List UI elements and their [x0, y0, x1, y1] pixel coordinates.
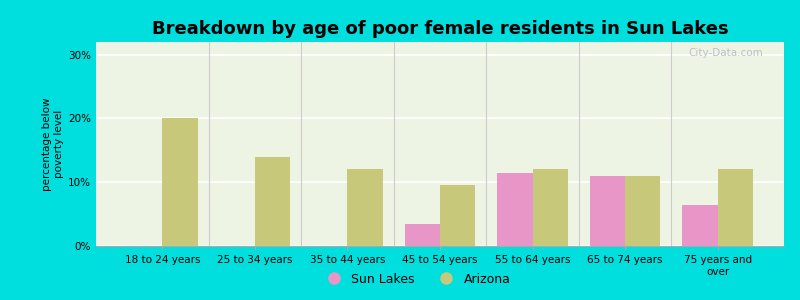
Bar	[590, 176, 625, 246]
Legend: Sun Lakes, Arizona: Sun Lakes, Arizona	[317, 268, 515, 291]
Title: Breakdown by age of poor female residents in Sun Lakes: Breakdown by age of poor female resident…	[152, 20, 728, 38]
Bar	[625, 176, 660, 246]
Bar	[533, 169, 568, 246]
Bar	[440, 185, 475, 246]
Bar	[255, 157, 290, 246]
Bar	[405, 224, 440, 246]
Y-axis label: percentage below
poverty level: percentage below poverty level	[42, 97, 64, 191]
Bar	[347, 169, 382, 246]
Bar	[498, 173, 533, 246]
Bar	[718, 169, 753, 246]
Text: City-Data.com: City-Data.com	[689, 48, 763, 58]
Bar	[162, 118, 198, 246]
Bar	[682, 205, 718, 246]
